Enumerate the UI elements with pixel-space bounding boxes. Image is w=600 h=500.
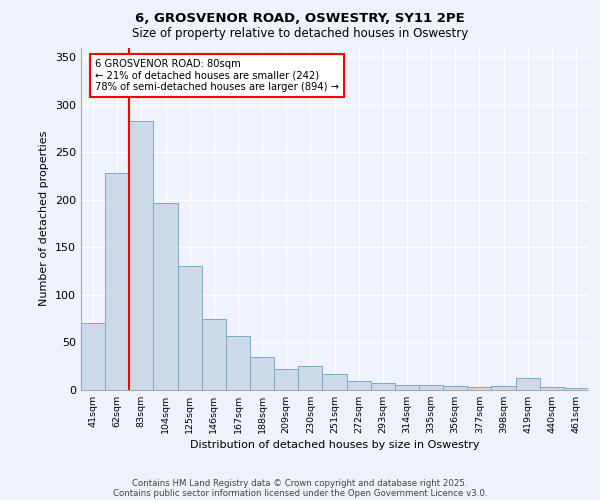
Y-axis label: Number of detached properties: Number of detached properties: [40, 131, 49, 306]
Text: 6 GROSVENOR ROAD: 80sqm
← 21% of detached houses are smaller (242)
78% of semi-d: 6 GROSVENOR ROAD: 80sqm ← 21% of detache…: [95, 59, 340, 92]
Bar: [81, 324, 105, 390]
Text: Contains HM Land Registry data © Crown copyright and database right 2025.: Contains HM Land Registry data © Crown c…: [132, 478, 468, 488]
Bar: [226, 336, 250, 390]
Bar: [347, 382, 371, 390]
Bar: [178, 266, 202, 390]
Bar: [298, 366, 322, 390]
Text: Contains public sector information licensed under the Open Government Licence v3: Contains public sector information licen…: [113, 488, 487, 498]
Bar: [322, 374, 347, 390]
X-axis label: Distribution of detached houses by size in Oswestry: Distribution of detached houses by size …: [190, 440, 479, 450]
Bar: [467, 387, 491, 390]
Bar: [274, 369, 298, 390]
Bar: [564, 388, 588, 390]
Bar: [250, 356, 274, 390]
Bar: [443, 386, 467, 390]
Bar: [371, 384, 395, 390]
Bar: [154, 202, 178, 390]
Bar: [129, 121, 154, 390]
Text: Size of property relative to detached houses in Oswestry: Size of property relative to detached ho…: [132, 28, 468, 40]
Bar: [105, 173, 129, 390]
Bar: [491, 386, 515, 390]
Bar: [202, 318, 226, 390]
Text: 6, GROSVENOR ROAD, OSWESTRY, SY11 2PE: 6, GROSVENOR ROAD, OSWESTRY, SY11 2PE: [135, 12, 465, 26]
Bar: [395, 385, 419, 390]
Bar: [419, 385, 443, 390]
Bar: [515, 378, 540, 390]
Bar: [540, 387, 564, 390]
